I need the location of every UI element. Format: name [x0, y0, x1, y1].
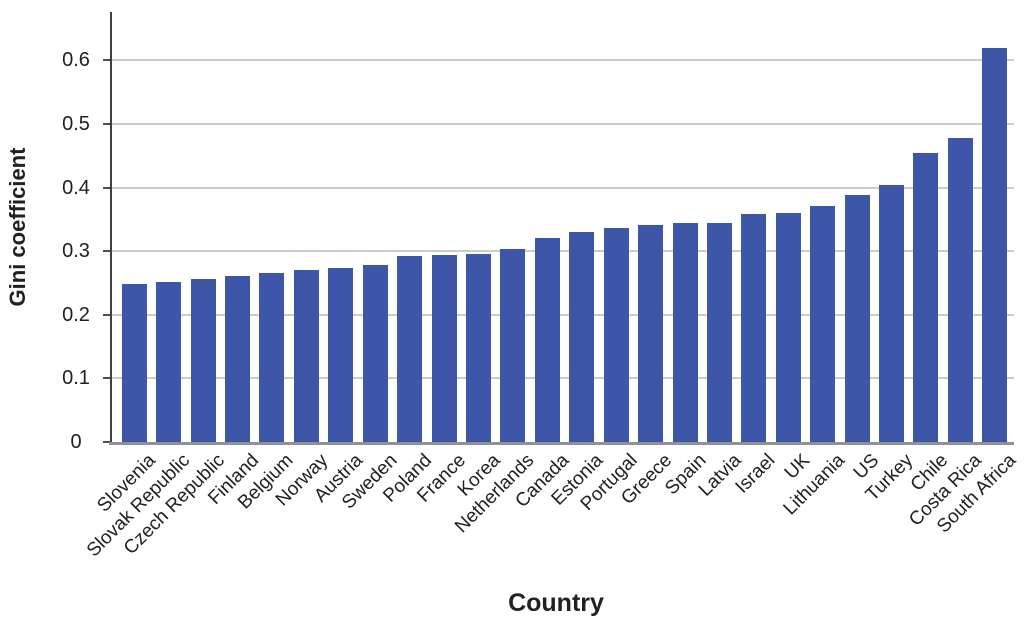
bar — [397, 256, 423, 442]
bar — [913, 152, 939, 442]
y-axis-line — [110, 12, 112, 444]
bar — [466, 253, 491, 442]
gridline — [110, 250, 1014, 253]
bar — [706, 222, 732, 442]
bar — [672, 222, 698, 442]
bar — [190, 278, 216, 442]
y-tick-label: 0.1 — [62, 367, 90, 390]
y-tick-label: 0.3 — [62, 240, 90, 263]
y-tick-mark — [103, 123, 110, 125]
bar — [947, 137, 973, 442]
bar — [569, 232, 595, 442]
bar — [328, 267, 354, 442]
y-tick-label: 0.6 — [62, 49, 90, 72]
bar — [879, 185, 905, 442]
y-axis-title: Gini coefficient — [5, 147, 30, 307]
bar — [500, 249, 526, 442]
x-axis-title: Country — [508, 589, 604, 617]
bar — [259, 272, 285, 442]
bar — [534, 238, 560, 442]
y-tick-label: 0 — [70, 431, 82, 453]
bar — [225, 276, 251, 442]
y-tick-mark — [103, 59, 110, 62]
gridline — [110, 59, 1014, 62]
y-tick-mark — [103, 377, 110, 380]
bar — [362, 265, 388, 442]
y-tick-label: 0.2 — [62, 303, 90, 326]
bar — [603, 228, 629, 442]
gridline — [110, 313, 1014, 316]
bar — [156, 281, 182, 442]
bar — [741, 213, 767, 442]
gridline — [110, 186, 1014, 189]
bar — [844, 194, 870, 442]
bar — [293, 269, 319, 442]
y-tick-label: 0.4 — [62, 176, 90, 199]
x-axis-line — [109, 442, 1014, 445]
y-tick-mark — [103, 441, 110, 443]
bar — [638, 225, 664, 442]
y-tick-label: 0.5 — [62, 113, 90, 135]
bar — [121, 283, 147, 442]
y-tick-mark — [103, 186, 110, 189]
bar — [982, 47, 1008, 442]
y-tick-mark — [103, 313, 110, 316]
bar — [431, 255, 457, 442]
gridline — [110, 123, 1014, 125]
bar — [810, 206, 836, 442]
bar — [775, 213, 801, 442]
gridline — [110, 377, 1014, 380]
y-tick-mark — [103, 250, 110, 253]
